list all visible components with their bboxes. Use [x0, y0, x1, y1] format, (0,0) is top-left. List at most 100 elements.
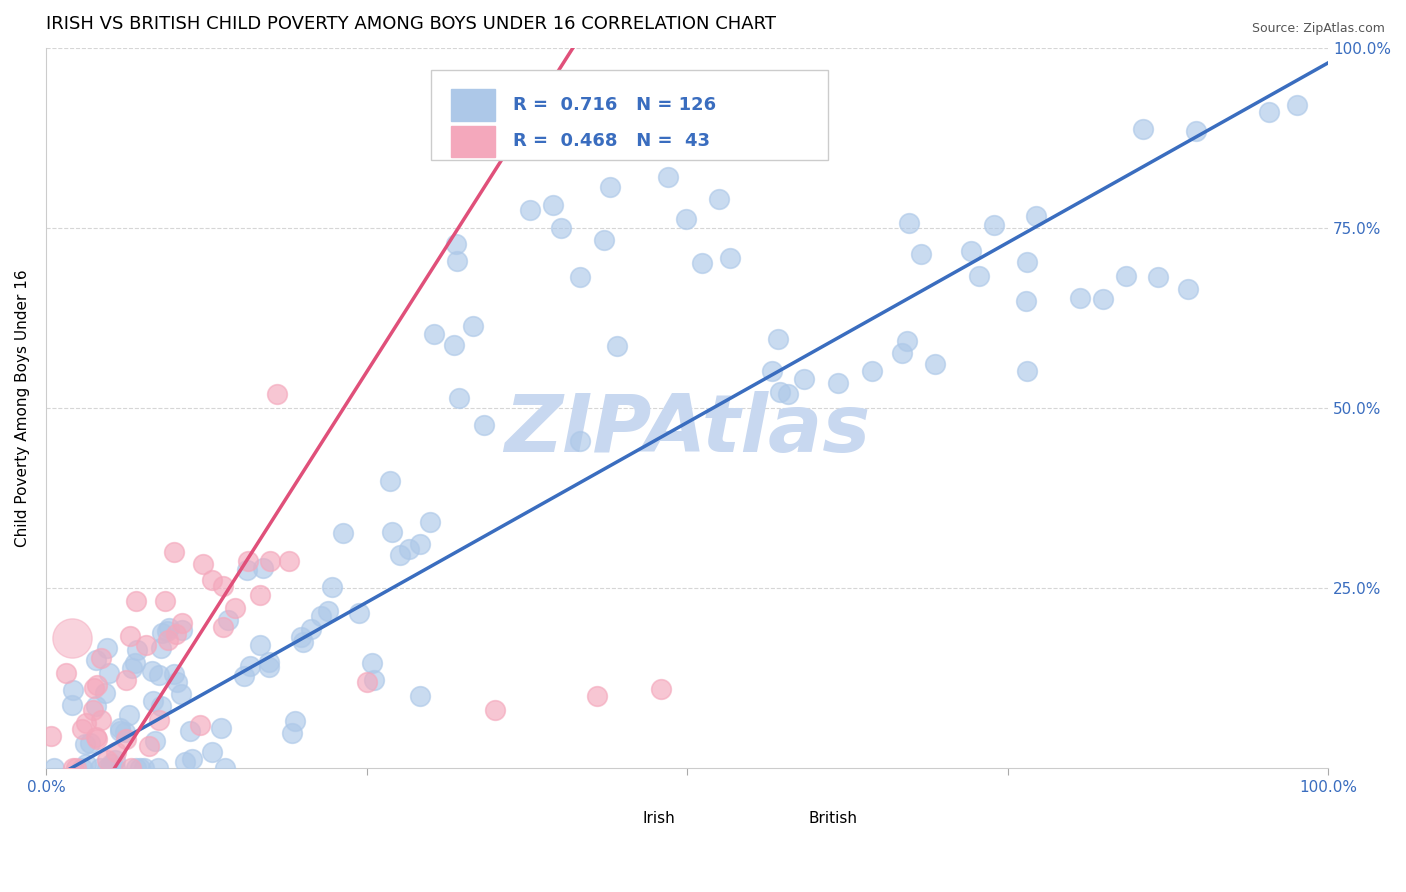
- Point: [150, 698, 173, 713]
- Point: [484, 703, 506, 717]
- Point: [114, 725, 136, 739]
- Point: [120, 761, 142, 775]
- Point: [142, 694, 165, 708]
- Point: [163, 545, 186, 559]
- Point: [291, 635, 314, 649]
- Text: Irish: Irish: [643, 811, 675, 826]
- Point: [740, 120, 762, 134]
- FancyBboxPatch shape: [430, 70, 828, 160]
- Text: R =  0.468   N =  43: R = 0.468 N = 43: [513, 133, 710, 151]
- Point: [718, 252, 741, 266]
- Point: [361, 656, 384, 670]
- Point: [363, 673, 385, 687]
- Point: [157, 632, 180, 647]
- Point: [115, 673, 138, 688]
- Point: [83, 681, 105, 696]
- Point: [201, 745, 224, 759]
- Point: [188, 717, 211, 731]
- Point: [409, 536, 432, 550]
- Text: Source: ZipAtlas.com: Source: ZipAtlas.com: [1251, 22, 1385, 36]
- Text: R =  0.716   N = 126: R = 0.716 N = 126: [513, 96, 716, 114]
- Point: [983, 218, 1005, 232]
- Point: [896, 334, 918, 348]
- Point: [166, 675, 188, 690]
- Point: [89, 761, 111, 775]
- Point: [153, 594, 176, 608]
- Point: [1285, 97, 1308, 112]
- Point: [650, 681, 672, 696]
- Point: [959, 244, 981, 259]
- Point: [924, 357, 946, 371]
- Point: [65, 761, 87, 775]
- Point: [239, 659, 262, 673]
- Y-axis label: Child Poverty Among Boys Under 16: Child Poverty Among Boys Under 16: [15, 269, 30, 547]
- Point: [39, 729, 62, 743]
- Point: [170, 687, 193, 701]
- Point: [898, 217, 921, 231]
- Point: [121, 661, 143, 675]
- FancyBboxPatch shape: [583, 806, 631, 830]
- Point: [232, 669, 254, 683]
- Point: [97, 666, 120, 681]
- Point: [669, 112, 692, 126]
- Point: [257, 659, 280, 673]
- Point: [586, 689, 609, 703]
- Point: [284, 714, 307, 728]
- Point: [125, 761, 148, 775]
- Point: [449, 391, 471, 405]
- Point: [519, 202, 541, 217]
- Point: [541, 198, 564, 212]
- Point: [118, 708, 141, 723]
- Point: [60, 698, 83, 712]
- Point: [381, 524, 404, 539]
- Point: [266, 386, 288, 401]
- Point: [75, 756, 97, 771]
- Point: [910, 247, 932, 261]
- Point: [42, 761, 65, 775]
- Point: [1258, 104, 1281, 119]
- Point: [149, 641, 172, 656]
- Point: [332, 526, 354, 541]
- Point: [108, 721, 131, 735]
- Point: [766, 332, 789, 346]
- Point: [94, 686, 117, 700]
- Point: [606, 339, 628, 353]
- Point: [100, 757, 122, 772]
- Point: [769, 384, 792, 399]
- Point: [129, 761, 152, 775]
- Point: [163, 667, 186, 681]
- Point: [1025, 209, 1047, 223]
- Point: [249, 588, 271, 602]
- Point: [259, 554, 281, 568]
- Point: [217, 613, 239, 627]
- Point: [1091, 292, 1114, 306]
- Point: [101, 761, 124, 775]
- Point: [73, 737, 96, 751]
- Point: [148, 668, 170, 682]
- Point: [96, 640, 118, 655]
- Point: [257, 656, 280, 670]
- Text: ZIPAtlas: ZIPAtlas: [503, 391, 870, 469]
- Point: [146, 761, 169, 775]
- Point: [299, 623, 322, 637]
- Point: [423, 326, 446, 341]
- Point: [761, 364, 783, 378]
- Point: [569, 434, 592, 448]
- Point: [1177, 281, 1199, 295]
- Point: [60, 632, 83, 646]
- Point: [236, 563, 259, 577]
- Point: [125, 643, 148, 657]
- Point: [209, 721, 232, 735]
- Text: British: British: [808, 811, 858, 826]
- Point: [252, 561, 274, 575]
- Point: [443, 338, 465, 352]
- Point: [104, 745, 127, 759]
- Point: [347, 606, 370, 620]
- Point: [1132, 122, 1154, 136]
- Point: [70, 761, 93, 775]
- Point: [96, 761, 118, 775]
- Point: [249, 638, 271, 652]
- Point: [86, 677, 108, 691]
- Point: [193, 557, 215, 571]
- FancyBboxPatch shape: [749, 806, 797, 830]
